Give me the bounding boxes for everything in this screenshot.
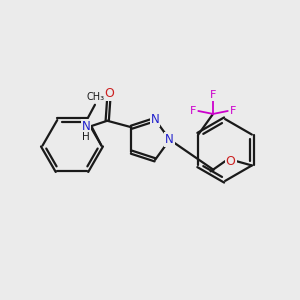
Text: H: H (82, 132, 90, 142)
Text: F: F (230, 106, 236, 116)
Text: O: O (104, 87, 114, 100)
Text: F: F (190, 106, 196, 116)
Text: N: N (165, 133, 174, 146)
Text: F: F (210, 90, 216, 100)
Text: N: N (82, 120, 90, 133)
Text: N: N (151, 113, 160, 126)
Text: CH₃: CH₃ (86, 92, 105, 101)
Text: O: O (226, 154, 236, 167)
